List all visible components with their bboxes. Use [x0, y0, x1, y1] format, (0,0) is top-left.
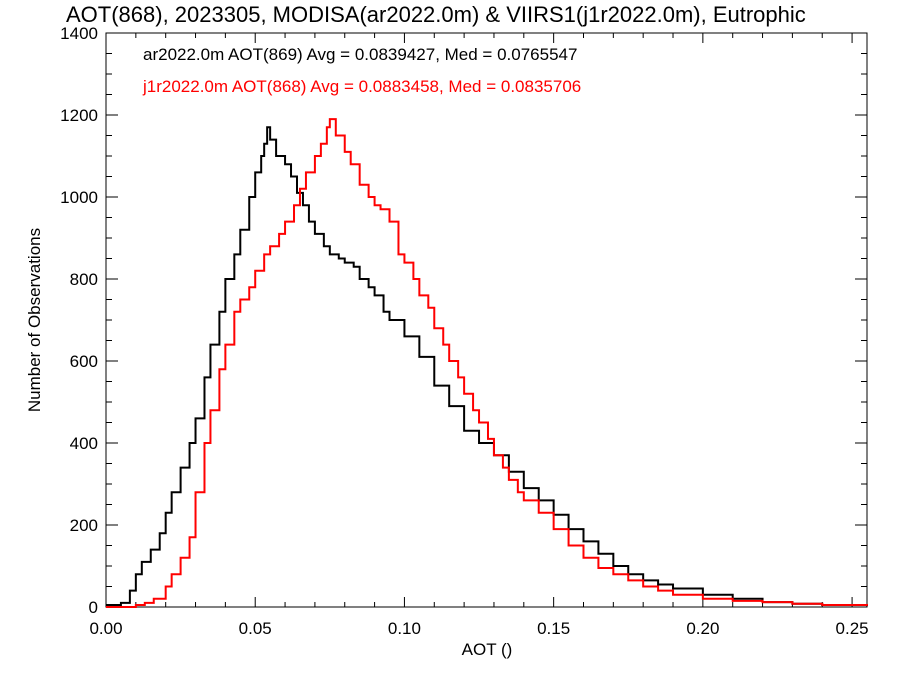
y-axis-label: Number of Observations	[25, 228, 44, 412]
y-tick-label: 200	[70, 516, 98, 535]
y-tick-label: 1200	[60, 106, 98, 125]
legend-entry-red: j1r2022.0m AOT(868) Avg = 0.0883458, Med…	[143, 77, 582, 96]
x-tick-label: 0.00	[89, 619, 122, 638]
x-tick-label: 0.10	[388, 619, 421, 638]
axis-ticks: 0.00 0.05 0.10 0.15 0.20 0.25 0 200 400 600 800 100…	[60, 24, 868, 638]
y-tick-label: 1000	[60, 188, 98, 207]
y-tick-label: 600	[70, 352, 98, 371]
series-layer	[106, 118, 868, 608]
y-tick-label: 800	[70, 270, 98, 289]
x-tick-label: 0.05	[239, 619, 272, 638]
legend-entry-black: ar2022.0m AOT(869) Avg = 0.0839427, Med …	[143, 45, 578, 64]
y-tick-label: 400	[70, 434, 98, 453]
x-tick-label: 0.15	[537, 619, 570, 638]
chart-title: AOT(868), 2023305, MODISA(ar2022.0m) & V…	[66, 2, 806, 27]
y-tick-label: 0	[89, 598, 98, 617]
series-ar2022-line	[106, 126, 868, 607]
x-axis-label: AOT ()	[462, 640, 513, 659]
series-j1r2022-line	[106, 118, 868, 608]
x-tick-label: 0.20	[686, 619, 719, 638]
x-tick-label: 0.25	[836, 619, 869, 638]
y-tick-label: 1400	[60, 24, 98, 43]
